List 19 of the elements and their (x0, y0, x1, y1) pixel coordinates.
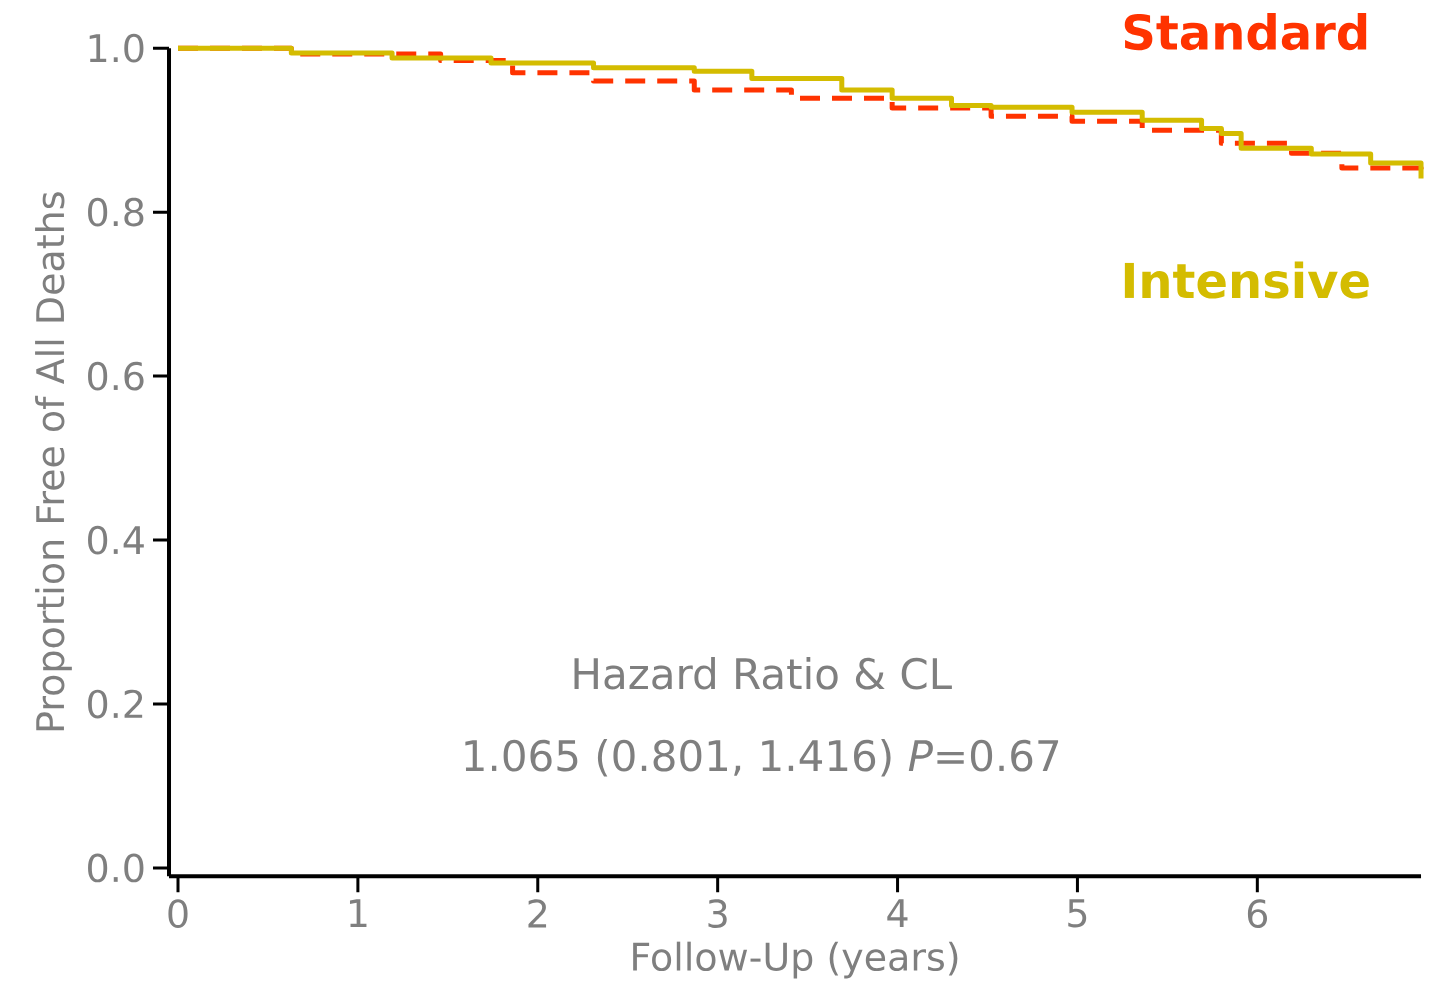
annotation: 1.065 (0.801, 1.416) P=0.67 (465, 739, 1059, 777)
x-tick-label: 2 (528, 899, 547, 928)
y-tick-label: 0.8 (88, 197, 144, 227)
y-tick-label: 0.6 (88, 361, 144, 391)
x-tick-label: 5 (1068, 899, 1087, 928)
annotation: Hazard Ratio & CL (574, 657, 952, 690)
x-tick-label: 4 (887, 899, 908, 927)
x-tick-label: 3 (708, 899, 727, 928)
x-tick-label: 6 (1247, 899, 1268, 928)
series-label: Standard (1124, 13, 1367, 51)
y-tick-label: 0.0 (88, 853, 144, 883)
x-tick-label: 1 (349, 899, 367, 927)
x-tick-label: 0 (168, 899, 188, 928)
x-axis-title: Follow-Up (years) (633, 941, 958, 979)
y-axis-title: Proportion Free of All Deaths (35, 192, 72, 731)
y-tick-label: 0.4 (88, 525, 144, 555)
text: Intensive (1124, 261, 1369, 299)
y-tick-label: 1.0 (89, 33, 144, 63)
y-tick-label: 0.2 (88, 689, 143, 719)
